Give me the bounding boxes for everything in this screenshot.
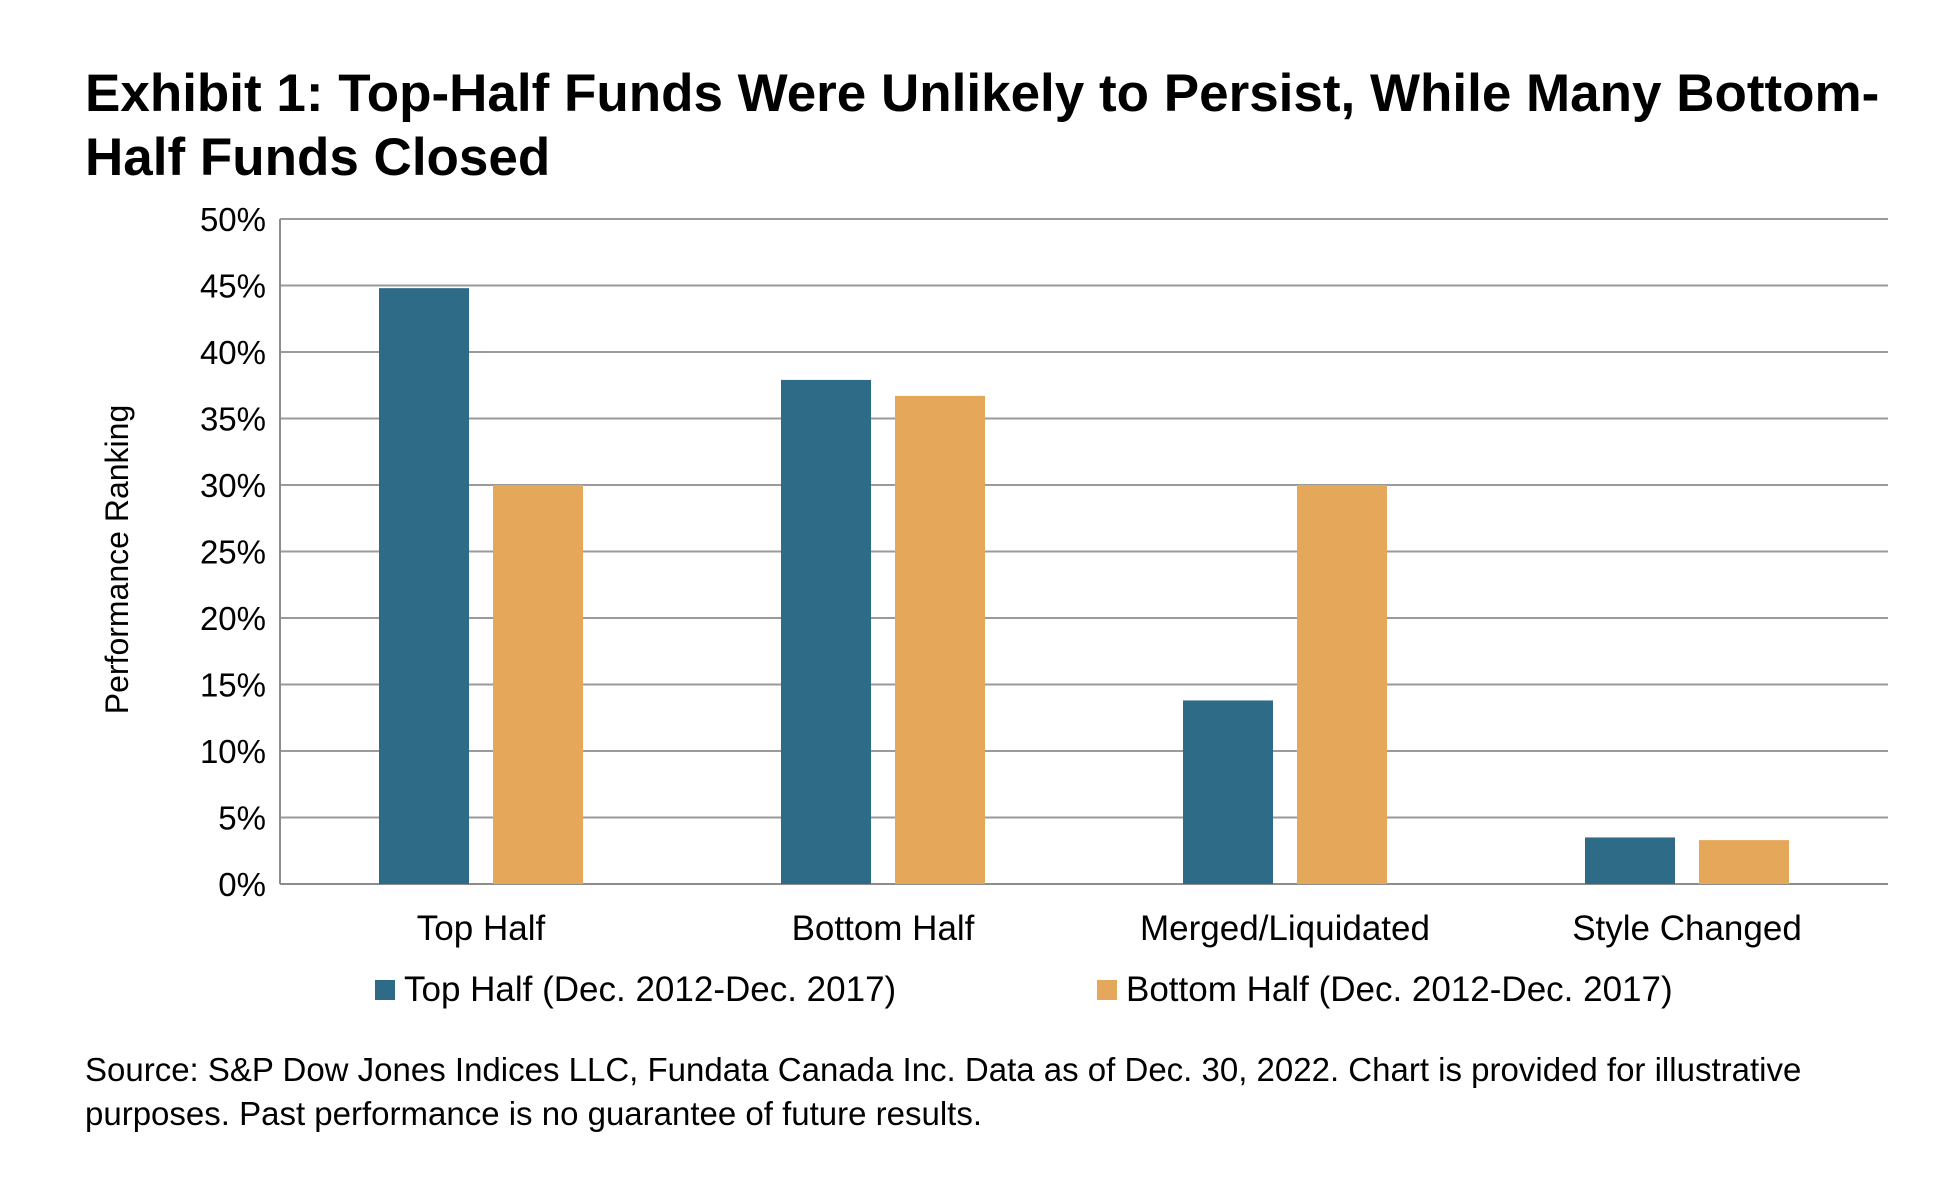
y-tick-label: 10%: [200, 733, 266, 770]
bars: [379, 288, 1789, 884]
bar-bottom-half-3: [1699, 840, 1789, 884]
x-tick-label: Top Half: [417, 909, 546, 948]
y-tick-label: 20%: [200, 600, 266, 637]
legend-label: Bottom Half (Dec. 2012-Dec. 2017): [1126, 970, 1673, 1009]
y-tick-label: 35%: [200, 401, 266, 438]
y-tick-label: 40%: [200, 334, 266, 371]
bar-top-half-2: [1183, 700, 1273, 884]
bar-top-half-0: [379, 288, 469, 884]
bar-top-half-3: [1585, 837, 1675, 884]
bar-bottom-half-0: [493, 485, 583, 884]
source-note: Source: S&P Dow Jones Indices LLC, Funda…: [85, 1051, 1802, 1132]
bar-bottom-half-1: [895, 395, 985, 884]
bar-top-half-1: [781, 379, 871, 884]
tick-labels: 0% 5% 10% 15% 20% 25% 30% 35% 40% 45% 50% Top Half B…: [200, 201, 1802, 948]
y-tick-label: 25%: [200, 534, 266, 571]
legend-swatch: [375, 980, 395, 1000]
y-tick-label: 0%: [218, 866, 266, 903]
legend-swatch: [1097, 980, 1117, 1000]
bar-bottom-half-2: [1297, 485, 1387, 884]
y-tick-label: 30%: [200, 467, 266, 504]
y-tick-label: 50%: [200, 201, 266, 238]
x-tick-label: Merged/Liquidated: [1140, 909, 1430, 948]
legend-label: Top Half (Dec. 2012-Dec. 2017): [404, 970, 896, 1009]
chart-title: Exhibit 1: Top-Half Funds Were Unlikely …: [85, 64, 1880, 187]
x-tick-label: Bottom Half: [792, 909, 975, 948]
legend: Top Half (Dec. 2012-Dec. 2017) Bottom Hal…: [375, 970, 1673, 1009]
y-tick-label: 45%: [200, 268, 266, 305]
x-tick-label: Style Changed: [1572, 909, 1802, 948]
y-axis-label: Performance Ranking: [99, 405, 135, 714]
y-tick-label: 5%: [218, 800, 266, 837]
y-tick-label: 15%: [200, 667, 266, 704]
